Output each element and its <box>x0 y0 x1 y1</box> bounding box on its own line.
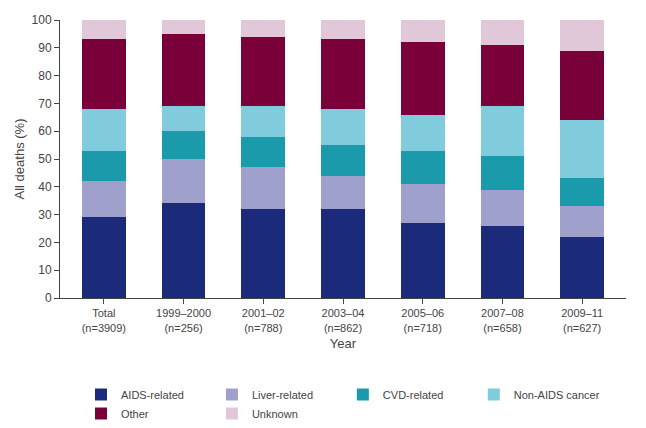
svg-text:40: 40 <box>38 180 52 194</box>
svg-text:AIDS-related: AIDS-related <box>121 389 184 401</box>
svg-text:Total(n=3909): Total(n=3909) <box>82 307 126 333</box>
svg-text:80: 80 <box>38 69 52 83</box>
svg-text:All deaths (%): All deaths (%) <box>12 119 27 200</box>
svg-text:30: 30 <box>38 208 52 222</box>
svg-text:2003–04(n=862): 2003–04(n=862) <box>322 307 365 333</box>
svg-text:2001–02(n=788): 2001–02(n=788) <box>242 307 285 333</box>
svg-text:60: 60 <box>38 124 52 138</box>
svg-text:Liver-related: Liver-related <box>252 389 313 401</box>
svg-text:Other: Other <box>121 408 149 420</box>
svg-text:Unknown: Unknown <box>252 408 298 420</box>
svg-text:10: 10 <box>38 263 52 277</box>
svg-text:2009–11(n=627): 2009–11(n=627) <box>561 307 603 333</box>
svg-text:Year: Year <box>330 336 357 351</box>
svg-text:0: 0 <box>45 291 52 305</box>
svg-text:20: 20 <box>38 236 52 250</box>
svg-text:100: 100 <box>32 13 52 27</box>
svg-text:50: 50 <box>38 152 52 166</box>
svg-text:2005–06(n=718): 2005–06(n=718) <box>401 307 444 333</box>
svg-text:2007–08(n=658): 2007–08(n=658) <box>481 307 524 333</box>
svg-text:Non-AIDS cancer: Non-AIDS cancer <box>514 389 600 401</box>
svg-text:CVD-related: CVD-related <box>383 389 444 401</box>
svg-text:70: 70 <box>38 97 52 111</box>
svg-text:90: 90 <box>38 41 52 55</box>
svg-text:1999–2000(n=256): 1999–2000(n=256) <box>156 307 211 333</box>
